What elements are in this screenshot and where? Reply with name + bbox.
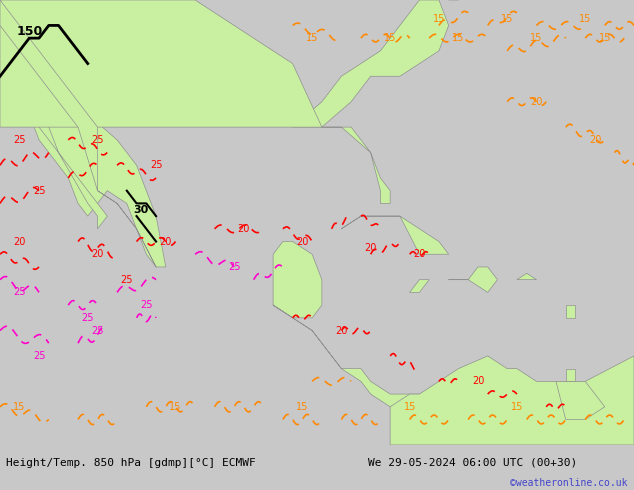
- Text: 20: 20: [91, 249, 104, 259]
- Text: 25: 25: [82, 313, 94, 323]
- Text: 15: 15: [384, 33, 396, 43]
- Text: ©weatheronline.co.uk: ©weatheronline.co.uk: [510, 478, 628, 488]
- Text: We 29-05-2024 06:00 UTC (00+30): We 29-05-2024 06:00 UTC (00+30): [368, 458, 577, 468]
- Text: 15: 15: [530, 33, 543, 43]
- Text: 15: 15: [296, 402, 309, 412]
- Text: 25: 25: [140, 300, 153, 310]
- Text: 15: 15: [169, 402, 182, 412]
- Text: 20: 20: [530, 97, 543, 107]
- Text: 15: 15: [579, 14, 592, 24]
- Text: 20: 20: [365, 243, 377, 253]
- Text: 20: 20: [238, 224, 250, 234]
- Text: 30: 30: [134, 205, 149, 215]
- Text: 25: 25: [33, 351, 45, 361]
- Text: 15: 15: [452, 33, 465, 43]
- Text: 20: 20: [335, 325, 347, 336]
- Text: 20: 20: [413, 249, 425, 259]
- Text: 25: 25: [150, 160, 162, 170]
- Text: 150: 150: [16, 25, 42, 38]
- Text: 20: 20: [160, 237, 172, 246]
- Text: 25: 25: [228, 262, 240, 272]
- Text: 25: 25: [13, 287, 26, 297]
- Text: 20: 20: [589, 135, 601, 145]
- Text: 15: 15: [433, 14, 445, 24]
- Text: 15: 15: [13, 402, 26, 412]
- Text: 15: 15: [403, 402, 416, 412]
- Text: Height/Temp. 850 hPa [gdmp][°C] ECMWF: Height/Temp. 850 hPa [gdmp][°C] ECMWF: [6, 458, 256, 468]
- Text: 20: 20: [472, 376, 484, 386]
- Text: 25: 25: [120, 275, 133, 285]
- Text: 15: 15: [306, 33, 318, 43]
- Text: 15: 15: [598, 33, 611, 43]
- Text: 25: 25: [91, 325, 104, 336]
- Text: 25: 25: [33, 186, 45, 196]
- Text: 25: 25: [13, 135, 26, 145]
- Text: 20: 20: [296, 237, 309, 246]
- Text: 15: 15: [511, 402, 523, 412]
- Text: 20: 20: [13, 237, 26, 246]
- Text: 15: 15: [501, 14, 514, 24]
- Text: 25: 25: [91, 135, 104, 145]
